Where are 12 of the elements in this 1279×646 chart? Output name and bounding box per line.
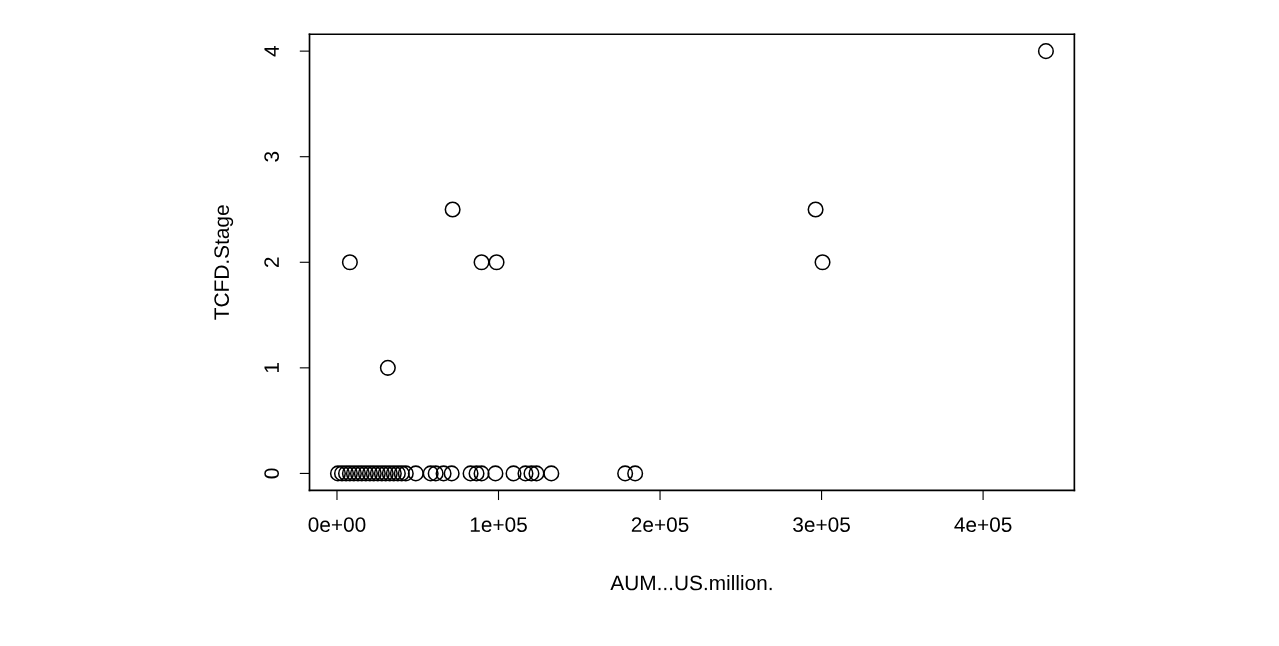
x-tick-label: 2e+05 [631, 517, 689, 533]
x-tick-label: 0e+00 [308, 517, 366, 533]
y-tick-label: 3 [264, 151, 280, 162]
x-axis-title: AUM...US.million. [610, 575, 772, 591]
y-tick-label: 4 [264, 45, 279, 57]
x-tick-label: 3e+05 [793, 517, 850, 533]
x-tick-label: 4e+05 [954, 517, 1012, 533]
y-tick-label: 1 [264, 363, 279, 373]
y-axis-title: TCFD.Stage [214, 205, 234, 320]
y-tick-label: 2 [264, 257, 279, 268]
x-tick-label: 1e+05 [470, 517, 527, 533]
y-tick-label: 0 [264, 468, 280, 479]
